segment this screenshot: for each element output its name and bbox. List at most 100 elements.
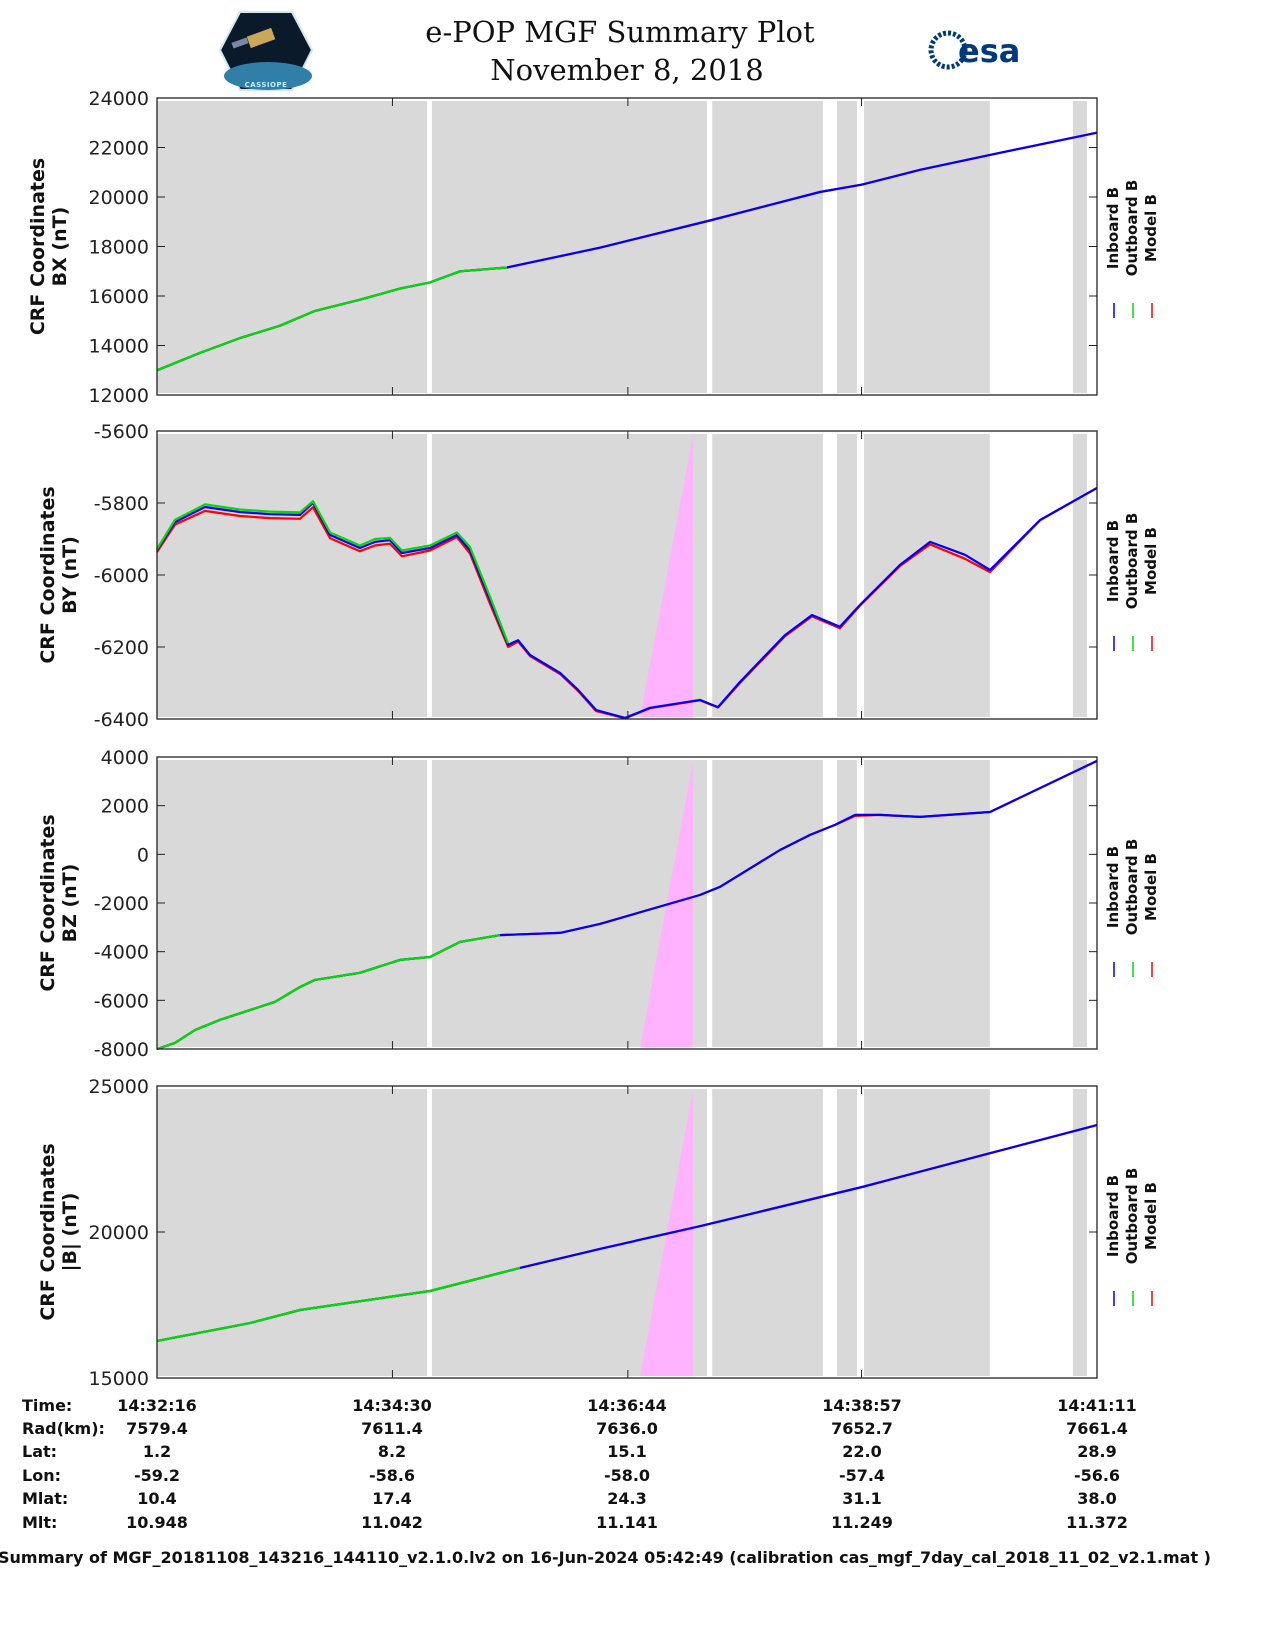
coverage-shade (864, 1089, 990, 1376)
y-axis-unit-label: BX (nT) (49, 207, 71, 287)
y-axis-unit-label: |B| (nT) (59, 1193, 81, 1272)
ephemeris-value: 10.948 (126, 1513, 188, 1532)
coverage-shade (864, 760, 990, 1047)
y-tick-label: -5600 (94, 421, 149, 443)
y-tick-label: 25000 (89, 1076, 149, 1098)
ephemeris-value: 7636.0 (596, 1419, 658, 1438)
coverage-shade (836, 101, 857, 393)
y-tick-label: 12000 (89, 385, 149, 407)
coverage-shade (1072, 1089, 1087, 1376)
ephemeris-value: 17.4 (372, 1489, 411, 1508)
panel-3: -8000 -6000 -4000 -2000 0 2000 4000 CRF Coordin… (37, 747, 1160, 1061)
ephemeris-value: 24.3 (607, 1489, 646, 1508)
ephemeris-value: 7579.4 (126, 1419, 188, 1438)
ephemeris-value: 11.372 (1066, 1513, 1128, 1532)
y-tick-label: 18000 (89, 237, 149, 259)
coverage-shade (431, 101, 707, 393)
ephemeris-row-label: Lon: (22, 1466, 61, 1485)
ephemeris-value: 8.2 (378, 1442, 406, 1461)
y-axis-unit-label: BY (nT) (59, 536, 81, 614)
coverage-shade (157, 101, 428, 393)
legend-label: Outboard B (1123, 180, 1141, 277)
ephemeris-value: 14:41:11 (1057, 1396, 1137, 1415)
ephemeris-value: -56.6 (1074, 1466, 1120, 1485)
y-tick-label: 4000 (101, 747, 149, 769)
y-axis-label: CRF Coordinates (37, 486, 59, 663)
y-tick-label: -5800 (94, 493, 149, 515)
panel-4: 15000 20000 25000 CRF Coordinates |B| (nT) In… (37, 1076, 1160, 1390)
series-line-outboard-b (156, 1266, 521, 1342)
legend-label: Inboard B (1104, 846, 1122, 928)
ephemeris-value: 31.1 (842, 1489, 881, 1508)
legend-label: Outboard B (1123, 1168, 1141, 1265)
ephemeris-row-label: Rad(km): (22, 1419, 105, 1438)
ephemeris-table: Time: Rad(km): Lat: Lon: Mlat: Mlt: 14:32:16 75… (22, 1396, 1137, 1532)
plot-title: e-POP MGF Summary Plot (425, 15, 815, 49)
coverage-shade (1072, 434, 1087, 717)
ephemeris-value: 7661.4 (1066, 1419, 1128, 1438)
legend-label: Inboard B (1104, 1175, 1122, 1257)
y-tick-label: 20000 (89, 187, 149, 209)
legend-label: Outboard B (1123, 513, 1141, 610)
coverage-shade (157, 760, 428, 1047)
ephemeris-row-label: Time: (22, 1396, 72, 1415)
y-tick-label: 20000 (89, 1222, 149, 1244)
coverage-shade (712, 1089, 823, 1376)
series-line-outboard-b (156, 500, 510, 644)
y-tick-label: -4000 (94, 942, 149, 964)
ephemeris-value: 7611.4 (361, 1419, 423, 1438)
coverage-shade (864, 434, 990, 717)
y-tick-label: -6000 (94, 990, 149, 1012)
cassiope-logo-text: CASSIOPE (245, 81, 288, 89)
coverage-shade (836, 1089, 857, 1376)
ephemeris-value: 14:32:16 (117, 1396, 197, 1415)
coverage-shade (157, 1089, 428, 1376)
y-tick-label: 2000 (101, 796, 149, 818)
ephemeris-value: 10.4 (137, 1489, 176, 1508)
y-tick-label: 22000 (89, 138, 149, 160)
footer-caption: Summary of MGF_20181108_143216_144110_v2… (0, 1548, 1211, 1567)
coverage-shade (836, 434, 857, 717)
legend-label: Outboard B (1123, 839, 1141, 936)
y-tick-label: -8000 (94, 1039, 149, 1061)
series-line-outboard-b (156, 266, 508, 372)
legend-label: Model B (1142, 853, 1160, 921)
ephemeris-value: 38.0 (1077, 1489, 1116, 1508)
legend-label: Inboard B (1104, 520, 1122, 602)
series-line-outboard-b (156, 934, 501, 1051)
y-tick-label: -2000 (94, 893, 149, 915)
y-axis-label: CRF Coordinates (37, 814, 59, 991)
ephemeris-row-label: Mlt: (22, 1513, 57, 1532)
y-tick-label: 15000 (89, 1368, 149, 1390)
y-tick-label: 0 (137, 844, 149, 866)
coverage-shade (712, 760, 823, 1047)
y-axis-label: CRF Coordinates (27, 158, 49, 335)
ephemeris-value: 15.1 (607, 1442, 646, 1461)
ephemeris-value: 11.042 (361, 1513, 423, 1532)
ephemeris-value: 14:38:57 (822, 1396, 902, 1415)
ephemeris-value: 14:34:30 (352, 1396, 432, 1415)
y-tick-label: -6200 (94, 637, 149, 659)
panel-2: -6400 -6200 -6000 -5800 -5600 CRF Coordinates… (37, 421, 1160, 731)
coverage-shade (864, 101, 990, 393)
ephemeris-value: 28.9 (1077, 1442, 1116, 1461)
y-tick-label: -6400 (94, 709, 149, 731)
ephemeris-row-label: Lat: (22, 1442, 57, 1461)
esa-logo: esa (928, 30, 1020, 70)
ephemeris-value: 7652.7 (831, 1419, 893, 1438)
ephemeris-row-label: Mlat: (22, 1489, 68, 1508)
ephemeris-value: 22.0 (842, 1442, 881, 1461)
coverage-shade (836, 760, 857, 1047)
coverage-shade (712, 101, 823, 393)
ephemeris-value: -57.4 (839, 1466, 885, 1485)
plot-date: November 8, 2018 (490, 53, 763, 87)
y-tick-label: 24000 (89, 88, 149, 110)
highlight-wedge (640, 436, 693, 717)
ephemeris-value: 11.141 (596, 1513, 658, 1532)
ephemeris-value: -59.2 (134, 1466, 180, 1485)
legend-label: Model B (1142, 527, 1160, 595)
y-tick-label: 14000 (89, 336, 149, 358)
ephemeris-value: 1.2 (143, 1442, 171, 1461)
coverage-shade (712, 434, 823, 717)
